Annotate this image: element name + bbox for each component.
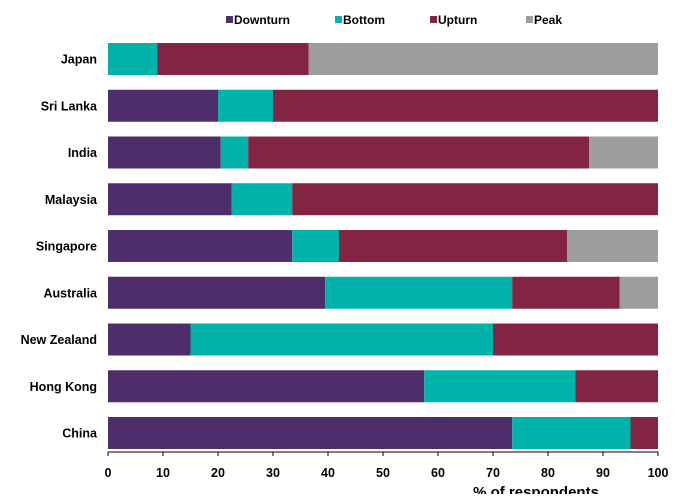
bar-segment-japan-upturn: [157, 43, 309, 75]
x-tick-label-20: 20: [211, 466, 225, 480]
legend-item-bottom: Bottom: [335, 13, 385, 27]
bar-segment-hong-kong-downturn: [108, 370, 425, 403]
bar-segment-sri-lanka-downturn: [108, 89, 218, 122]
bar-segment-australia-downturn: [108, 276, 326, 309]
category-label-india: India: [68, 146, 98, 160]
legend-swatch-peak: [526, 16, 533, 23]
bar-row-new-zealand: [108, 323, 658, 356]
bar-row-malaysia: [108, 183, 658, 216]
bar-row-japan: [108, 43, 658, 75]
bar-segment-new-zealand-upturn: [493, 323, 658, 356]
bar-segment-china-upturn: [630, 417, 658, 449]
x-tick-label-70: 70: [486, 466, 500, 480]
bar-segment-singapore-peak: [567, 230, 658, 262]
bar-row-china: [108, 417, 658, 449]
category-label-sri-lanka: Sri Lanka: [41, 99, 98, 113]
category-label-singapore: Singapore: [36, 240, 97, 254]
bar-row-sri-lanka: [108, 89, 658, 122]
category-label-china: China: [62, 427, 98, 441]
bar-segment-india-bottom: [220, 136, 249, 169]
x-tick-label-90: 90: [596, 466, 610, 480]
bar-row-singapore: [108, 230, 658, 262]
bar-segment-singapore-downturn: [108, 230, 293, 262]
x-tick-label-60: 60: [431, 466, 445, 480]
x-tick-label-40: 40: [321, 466, 335, 480]
legend-label-downturn: Downturn: [234, 13, 290, 27]
legend-label-peak: Peak: [534, 13, 562, 27]
legend-item-upturn: Upturn: [430, 13, 477, 27]
legend-item-peak: Peak: [526, 13, 562, 27]
legend: Downturn Bottom Upturn Peak: [226, 13, 562, 27]
bar-segment-sri-lanka-bottom: [218, 89, 273, 122]
x-axis-label: % of respondents: [473, 484, 599, 494]
x-tick-label-80: 80: [541, 466, 555, 480]
x-tick-label-30: 30: [266, 466, 280, 480]
bars: [108, 43, 658, 449]
bar-segment-malaysia-downturn: [108, 183, 232, 216]
bar-row-hong-kong: [108, 370, 658, 403]
bar-segment-australia-upturn: [512, 276, 620, 309]
bar-segment-japan-peak: [308, 43, 658, 75]
bar-segment-australia-bottom: [325, 276, 513, 309]
x-tick-label-0: 0: [105, 466, 112, 480]
bar-segment-china-downturn: [108, 417, 513, 449]
bar-segment-singapore-bottom: [292, 230, 339, 262]
x-tick-label-100: 100: [648, 466, 669, 480]
x-axis-ticks: 0 10 20 30 40 50 60 70 80 90 100: [105, 452, 669, 480]
bar-segment-china-bottom: [512, 417, 631, 449]
x-tick-label-50: 50: [376, 466, 390, 480]
bar-segment-singapore-upturn: [339, 230, 568, 262]
bar-segment-new-zealand-downturn: [108, 323, 191, 356]
bar-segment-japan-bottom: [108, 43, 158, 75]
bar-segment-malaysia-bottom: [231, 183, 293, 216]
legend-swatch-upturn: [430, 16, 437, 23]
bar-segment-hong-kong-upturn: [575, 370, 658, 403]
category-label-new-zealand: New Zealand: [21, 333, 97, 347]
bar-segment-india-downturn: [108, 136, 221, 169]
legend-label-upturn: Upturn: [438, 13, 477, 27]
bar-segment-india-upturn: [248, 136, 590, 169]
bar-segment-malaysia-upturn: [292, 183, 658, 216]
bar-segment-australia-peak: [619, 276, 658, 309]
x-tick-label-10: 10: [156, 466, 170, 480]
bar-segment-new-zealand-bottom: [190, 323, 493, 356]
bar-segment-hong-kong-bottom: [424, 370, 576, 403]
bar-segment-india-peak: [589, 136, 658, 169]
legend-swatch-bottom: [335, 16, 342, 23]
legend-swatch-downturn: [226, 16, 233, 23]
bar-row-australia: [108, 276, 658, 309]
bar-row-india: [108, 136, 658, 169]
category-label-malaysia: Malaysia: [45, 193, 98, 207]
legend-label-bottom: Bottom: [343, 13, 385, 27]
category-label-hong-kong: Hong Kong: [30, 380, 97, 394]
category-labels: Japan Sri Lanka India Malaysia Singapore Aust…: [21, 53, 98, 441]
category-label-japan: Japan: [61, 53, 97, 67]
legend-item-downturn: Downturn: [226, 13, 290, 27]
category-label-australia: Australia: [44, 286, 99, 300]
bar-segment-sri-lanka-upturn: [273, 89, 658, 122]
